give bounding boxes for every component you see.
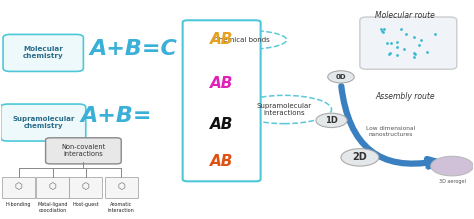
Text: 2D: 2D	[353, 152, 367, 162]
Text: Aromatic
interaction: Aromatic interaction	[108, 202, 135, 213]
Text: AB: AB	[210, 117, 234, 132]
FancyBboxPatch shape	[69, 177, 102, 198]
Ellipse shape	[237, 95, 331, 124]
Text: ⬡: ⬡	[49, 182, 56, 191]
Text: 1D: 1D	[325, 116, 338, 125]
Text: 0D: 0D	[336, 74, 346, 80]
Text: Chemical bonds: Chemical bonds	[214, 37, 270, 43]
FancyBboxPatch shape	[360, 17, 457, 69]
Text: Supramolecular
chemistry: Supramolecular chemistry	[12, 116, 74, 129]
Text: H-bonding: H-bonding	[6, 202, 31, 207]
Text: Assembly route: Assembly route	[375, 92, 435, 101]
Text: AB: AB	[210, 76, 234, 91]
Text: Low dimensional
nanostructures: Low dimensional nanostructures	[366, 126, 415, 137]
Circle shape	[341, 149, 379, 166]
Ellipse shape	[197, 30, 287, 50]
Text: Molecular route: Molecular route	[375, 11, 435, 20]
Text: AB: AB	[210, 32, 234, 47]
FancyBboxPatch shape	[46, 138, 121, 164]
Circle shape	[328, 71, 354, 83]
Text: Non-covalent
interactions: Non-covalent interactions	[61, 144, 106, 157]
Text: A+B=C: A+B=C	[89, 39, 177, 58]
Circle shape	[316, 113, 347, 127]
Text: ⬡: ⬡	[15, 182, 23, 191]
FancyBboxPatch shape	[0, 104, 86, 141]
Text: Supramolecular
interactions: Supramolecular interactions	[257, 103, 312, 116]
FancyBboxPatch shape	[3, 34, 83, 71]
Text: Metal-ligand
coocdiation: Metal-ligand coocdiation	[37, 202, 68, 213]
Text: ⬡: ⬡	[117, 182, 125, 191]
Text: Host-guest: Host-guest	[73, 202, 99, 207]
Text: ⬡: ⬡	[82, 182, 90, 191]
FancyBboxPatch shape	[182, 20, 261, 181]
FancyBboxPatch shape	[2, 177, 35, 198]
Text: Molecular
chemistry: Molecular chemistry	[23, 46, 64, 59]
Circle shape	[431, 156, 474, 176]
Text: 3D aerogel: 3D aerogel	[438, 179, 465, 184]
FancyBboxPatch shape	[105, 177, 138, 198]
Text: AB: AB	[210, 154, 234, 169]
FancyBboxPatch shape	[36, 177, 69, 198]
Text: A+B=: A+B=	[81, 106, 152, 126]
FancyArrowPatch shape	[341, 86, 435, 167]
